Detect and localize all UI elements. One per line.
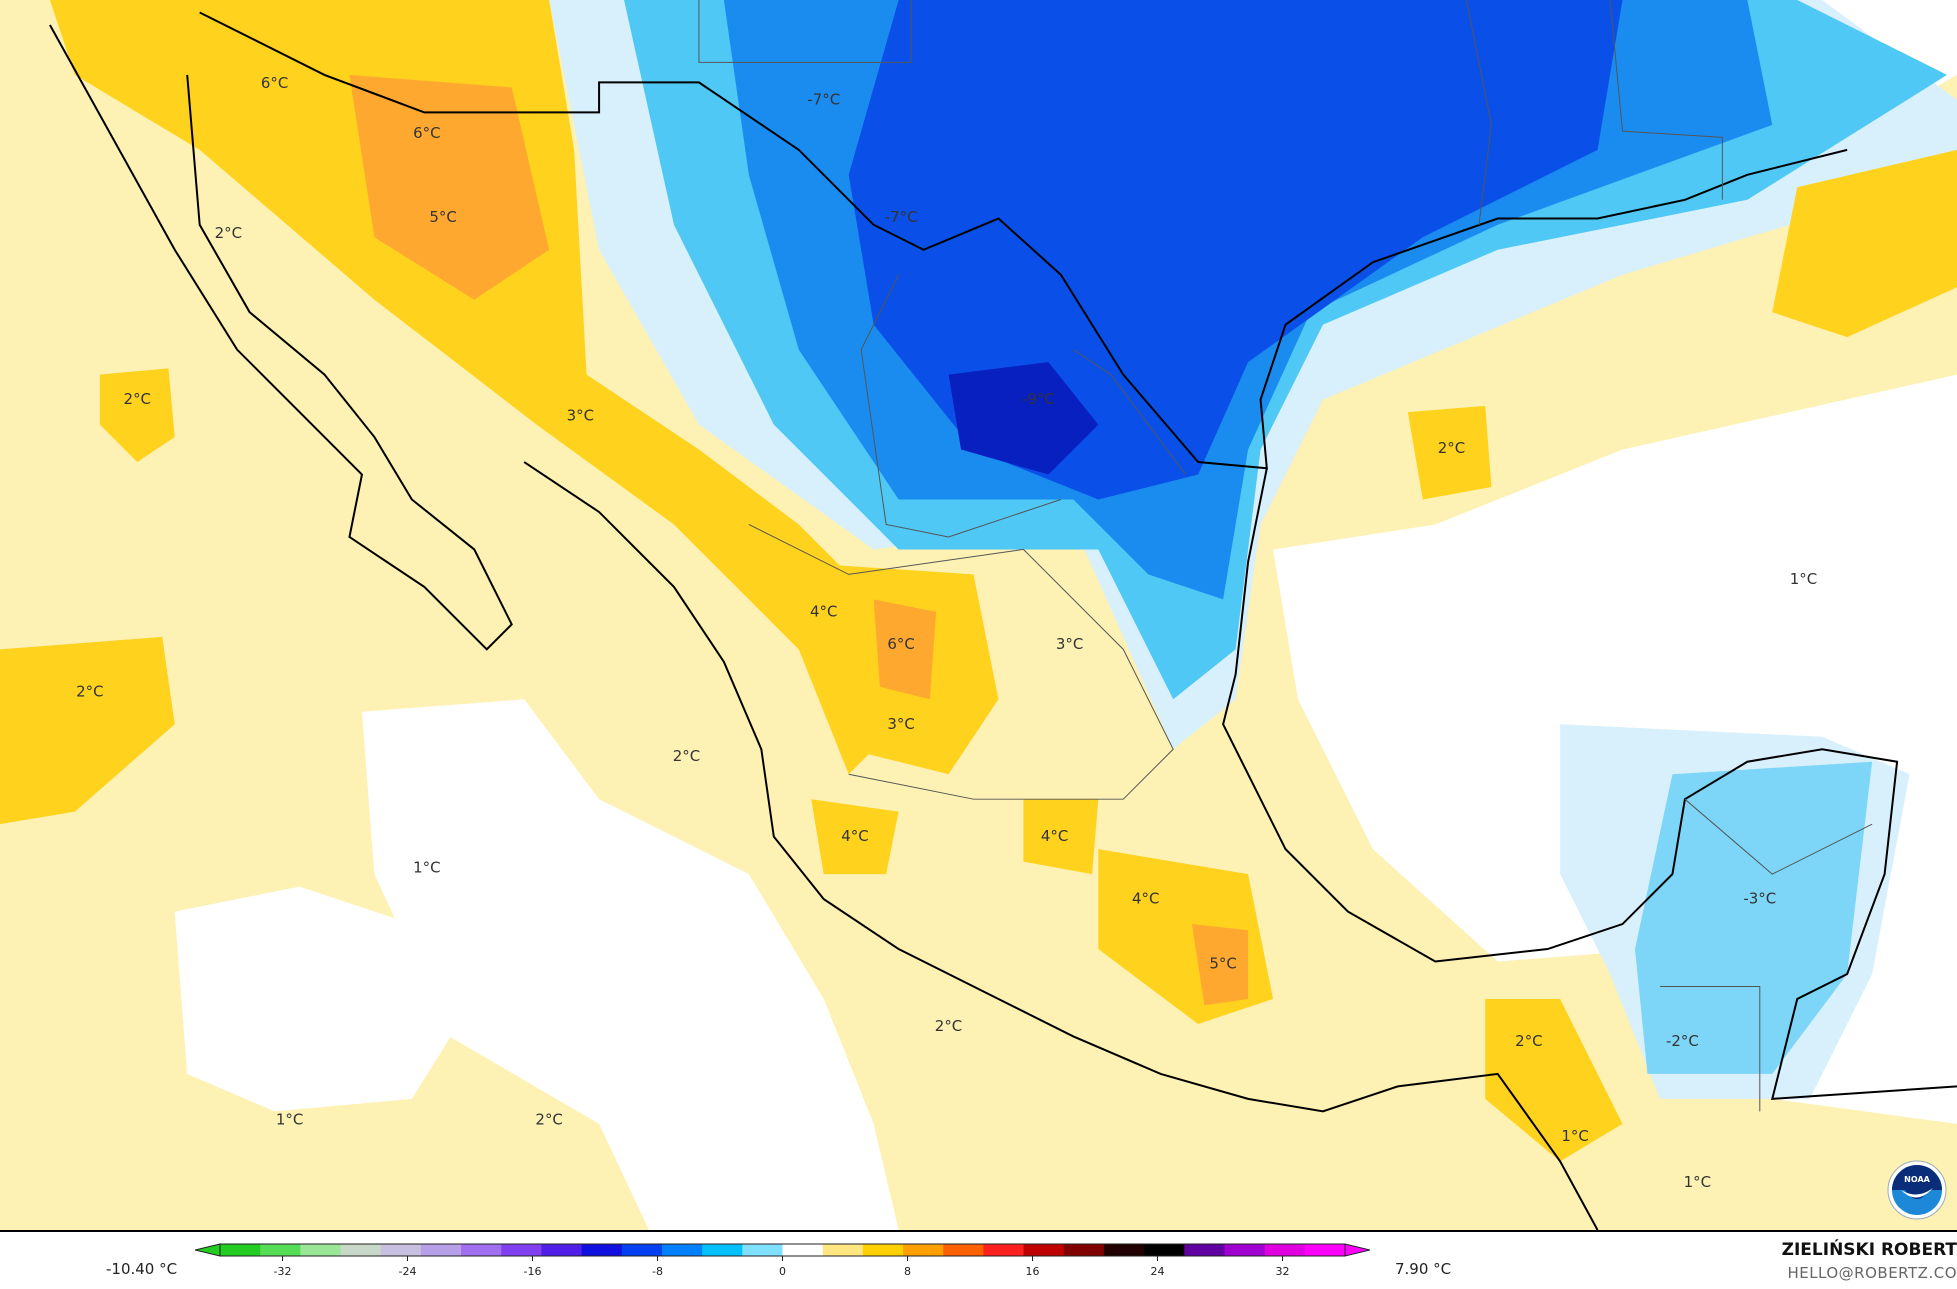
contour-label: 4°C [810, 602, 837, 620]
temperature-anomaly-map: 6°C 6°C 5°C 2°C -7°C -7°C 2°C 3°C -9°C 2°C 1°C 4°C 6… [0, 0, 1957, 1230]
colorbar-segment [300, 1244, 342, 1256]
contour-label: 4°C [1041, 827, 1068, 845]
contour-label: 1°C [276, 1111, 303, 1129]
contour-label: 2°C [124, 390, 151, 408]
colorbar-tick-label: -8 [652, 1265, 663, 1278]
contour-label: 5°C [429, 208, 456, 226]
contour-label: -9°C [1022, 390, 1055, 408]
warm-anomaly-zones [0, 0, 1957, 1162]
colorbar-segment [501, 1244, 542, 1256]
contour-label: -7°C [807, 90, 840, 108]
colorbar-tick-label: -24 [399, 1265, 417, 1278]
contour-label: 6°C [413, 124, 440, 142]
contour-label: 1°C [1561, 1127, 1588, 1145]
colorbar-segment [340, 1244, 382, 1256]
colorbar-tick-label: 24 [1151, 1265, 1165, 1278]
colorbar-tick-label: 16 [1026, 1265, 1040, 1278]
contour-label: 2°C [76, 682, 103, 700]
colorbar-segment [822, 1244, 864, 1256]
coastlines-and-borders [49, 11, 1957, 1230]
colorbar-segment [1103, 1244, 1145, 1256]
colorbar-segment [461, 1244, 502, 1256]
colorbar-segment [862, 1244, 904, 1256]
colorbar-segment [782, 1244, 824, 1256]
contour-label: -7°C [885, 208, 918, 226]
colorbar-segment [581, 1244, 623, 1256]
colorbar-tick-label: 8 [904, 1265, 911, 1278]
contour-label: 2°C [935, 1017, 962, 1035]
contour-label: 1°C [1684, 1173, 1711, 1191]
min-value: -10.40 °C [106, 1260, 178, 1278]
author-email: HELLO@ROBERTZ.CO [1787, 1264, 1957, 1282]
colorbar-tick-label: -16 [524, 1265, 542, 1278]
colorbar-segment [1023, 1244, 1065, 1256]
colorbar-segment [380, 1244, 422, 1256]
colorbar-segment [260, 1244, 301, 1256]
colorbar-segment [1224, 1244, 1266, 1256]
colorbar: -32 -24 -16 -8 0 8 16 24 32 [195, 1243, 1370, 1278]
colorbar-segment [702, 1244, 743, 1256]
contour-labels: 6°C 6°C 5°C 2°C -7°C -7°C 2°C 3°C -9°C 2°C 1°C 4°C 6… [76, 74, 1817, 1191]
colorbar-segment [420, 1244, 462, 1256]
colorbar-segment [1144, 1244, 1185, 1256]
colorbar-segment [1304, 1244, 1346, 1256]
contour-label: 3°C [887, 715, 914, 733]
colorbar-segment [621, 1244, 663, 1256]
contour-label: 3°C [567, 406, 594, 424]
contour-label: 4°C [1132, 890, 1159, 908]
colorbar-segment [903, 1244, 944, 1256]
noaa-logo-text: NOAA [1904, 1175, 1930, 1184]
colorbar-tick-label: -32 [274, 1265, 292, 1278]
contour-label: -2°C [1666, 1032, 1699, 1050]
state-borders [698, 0, 1873, 1112]
colorbar-segment [943, 1244, 984, 1256]
contour-label: 4°C [841, 827, 868, 845]
max-value: 7.90 °C [1395, 1260, 1452, 1278]
contour-label: 1°C [413, 858, 440, 876]
colorbar-segment [661, 1244, 703, 1256]
contour-label: 6°C [261, 74, 288, 92]
contour-label: 2°C [215, 224, 242, 242]
cold-anomaly-zones [549, 0, 1957, 1099]
contour-label: 6°C [887, 635, 914, 653]
colorbar-segment [1063, 1244, 1105, 1256]
contour-label: -3°C [1743, 890, 1776, 908]
contour-label: 5°C [1209, 955, 1236, 973]
legend-footer: -10.40 °C -32 -24 -16 -8 0 8 16 24 32 7.90 °C ZI… [0, 1230, 1957, 1289]
colorbar-segment [983, 1244, 1025, 1256]
contour-label: 2°C [673, 747, 700, 765]
colorbar-extend-arrow [1344, 1243, 1370, 1257]
contour-label: 2°C [535, 1111, 562, 1129]
colorbar-segment [742, 1244, 783, 1256]
colorbar-extend-arrow [195, 1243, 221, 1257]
colorbar-segment [1184, 1244, 1225, 1256]
contour-label: 3°C [1056, 635, 1083, 653]
colorbar-segment [220, 1244, 261, 1256]
colorbar-segment [1264, 1244, 1306, 1256]
colorbar-tick-label: 0 [779, 1265, 786, 1278]
contour-label: 1°C [1790, 570, 1817, 588]
contour-label: 2°C [1515, 1032, 1542, 1050]
colorbar-segment [541, 1244, 583, 1256]
contour-label: 2°C [1438, 439, 1465, 457]
author-name: ZIELIŃSKI ROBERT [1781, 1240, 1957, 1260]
noaa-logo: NOAA [1887, 1160, 1947, 1220]
colorbar-tick-label: 32 [1276, 1265, 1290, 1278]
